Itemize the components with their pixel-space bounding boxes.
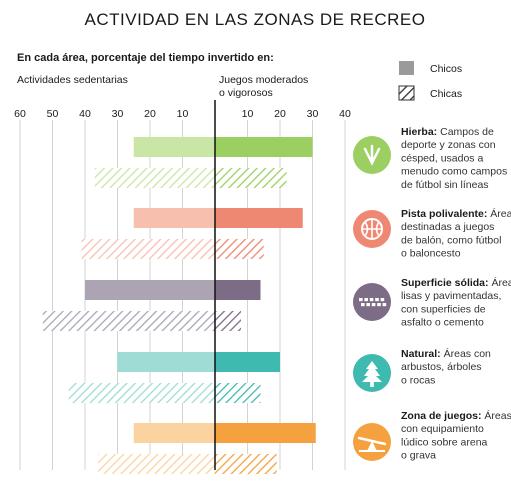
zone-desc-line: césped, usados a	[401, 152, 483, 164]
grass-icon	[353, 136, 391, 174]
seesaw-icon	[353, 423, 391, 461]
bar-zona-de-juegos-chicas-sedentary	[98, 454, 215, 474]
zone-desc-line: con superficies de	[401, 303, 486, 315]
x-tick-label: 30	[307, 108, 319, 120]
zone-desc-line: de balón, como fútbol	[401, 234, 501, 246]
zone-desc-line: asfalto o cemento	[401, 317, 484, 329]
bars	[42, 137, 316, 474]
bar-zona-de-juegos-chicos-sedentary	[133, 423, 215, 443]
chart-title: ACTIVIDAD EN LAS ZONAS DE RECREO	[85, 10, 426, 29]
zone-name: Hierba:	[401, 126, 437, 138]
bar-zona-de-juegos-chicas-vigorous	[215, 454, 277, 474]
zone-name: Natural:	[401, 348, 441, 360]
zone-desc-line: Áreas con	[441, 347, 491, 360]
zone-line: Zona de juegos: Áreas	[401, 409, 511, 422]
zone-desc-line: lúdico sobre arena	[401, 436, 488, 448]
x-tick-label: 10	[177, 108, 189, 120]
x-tick-label: 10	[242, 108, 254, 120]
zone-desc-line: o rocas	[401, 374, 435, 386]
zone-superficie-solida: Superficie sólida: Áreaslisas y paviment…	[353, 276, 511, 329]
zone-pista-polivalente: Pista polivalente: Áreasdestinadas a jue…	[353, 207, 511, 260]
zone-line: Natural: Áreas con	[401, 347, 491, 360]
tree-icon	[353, 354, 391, 392]
zone-desc-line: Áreas	[489, 276, 511, 289]
zone-name: Superficie sólida:	[401, 277, 489, 289]
bar-pista-polivalente-chicos-sedentary	[133, 208, 215, 228]
bar-pista-polivalente-chicos-vigorous	[215, 208, 303, 228]
zone-desc-line: o baloncesto	[401, 248, 461, 260]
zone-line: Superficie sólida: Áreas	[401, 276, 511, 289]
zone-desc-line: Áreas	[482, 409, 511, 422]
bar-superficie-solida-chicos-sedentary	[85, 280, 215, 300]
right-axis-label-line1: Juegos moderados	[219, 74, 308, 86]
x-tick-label: 30	[112, 108, 124, 120]
x-tick-label: 60	[14, 108, 26, 120]
bar-pista-polivalente-chicas-vigorous	[215, 239, 264, 259]
bar-superficie-solida-chicas-sedentary	[42, 311, 215, 331]
legend-swatch-chicas	[398, 85, 415, 101]
zone-desc-line: destinadas a juegos	[401, 221, 494, 233]
bar-superficie-solida-chicos-vigorous	[215, 280, 261, 300]
basketball-icon	[353, 210, 391, 248]
bar-superficie-solida-chicas-vigorous	[215, 311, 241, 331]
x-axis-ticks: 60 50 40 30 20 10 10 20 30 40	[14, 108, 351, 120]
bar-natural-chicas-sedentary	[68, 383, 215, 403]
legend-swatch-chicos	[399, 61, 414, 75]
zone-desc-line: con equipamiento	[401, 423, 484, 435]
legend-label-chicas: Chicas	[430, 88, 462, 100]
bar-hierba-chicas-sedentary	[94, 168, 215, 188]
x-tick-label: 20	[274, 108, 286, 120]
x-tick-label: 40	[339, 108, 351, 120]
pavement-icon	[353, 283, 391, 321]
bar-natural-chicas-vigorous	[215, 383, 261, 403]
zone-desc-line: Campos de	[437, 126, 494, 138]
left-axis-label: Actividades sedentarias	[17, 74, 128, 86]
legend: Chicos Chicas	[398, 61, 462, 101]
bar-natural-chicos-vigorous	[215, 352, 280, 372]
bar-pista-polivalente-chicas-sedentary	[81, 239, 215, 259]
bar-natural-chicos-sedentary	[117, 352, 215, 372]
zone-name: Zona de juegos:	[401, 410, 482, 422]
zone-desc-line: menudo como campos	[401, 166, 507, 178]
chart-subtitle: En cada área, porcentaje del tiempo inve…	[17, 52, 274, 64]
bar-hierba-chicos-vigorous	[215, 137, 313, 157]
zone-desc-line: o grava	[401, 450, 436, 462]
zone-desc-line: deporte y zonas con	[401, 139, 496, 151]
bar-zona-de-juegos-chicos-vigorous	[215, 423, 316, 443]
bar-hierba-chicas-vigorous	[215, 168, 287, 188]
zone-desc-line: lisas y pavimentadas,	[401, 290, 501, 302]
bar-hierba-chicos-sedentary	[133, 137, 215, 157]
x-tick-label: 20	[144, 108, 156, 120]
zone-desc-line: Áreas	[487, 207, 511, 220]
x-tick-label: 40	[79, 108, 91, 120]
zone-line: Pista polivalente: Áreas	[401, 207, 511, 220]
zone-desc-line: arbustos, árboles	[401, 361, 482, 373]
zone-desc-line: de fútbol sin líneas	[401, 179, 489, 191]
right-axis-label-line2: o vigorosos	[219, 87, 273, 99]
legend-label-chicos: Chicos	[430, 63, 462, 75]
zone-name: Pista polivalente:	[401, 208, 487, 220]
zone-line: Hierba: Campos de	[401, 126, 494, 138]
x-tick-label: 50	[47, 108, 59, 120]
